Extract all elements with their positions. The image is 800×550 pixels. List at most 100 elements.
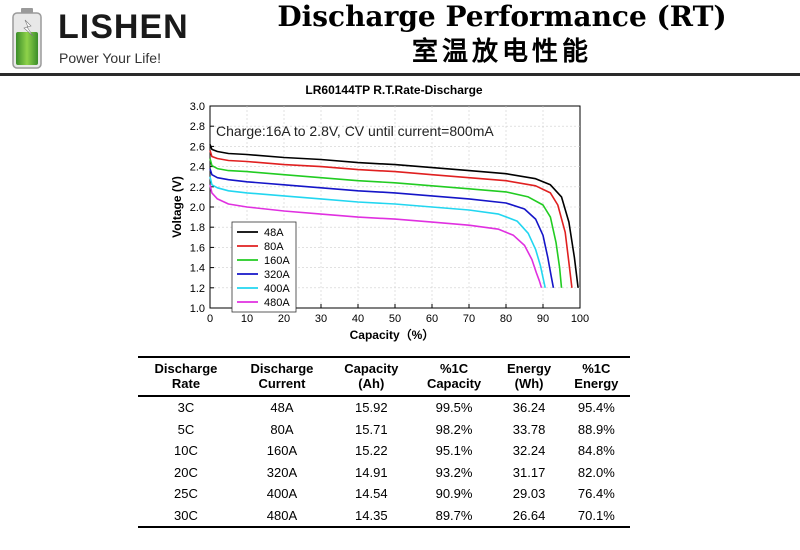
y-tick-label: 2.6: [190, 141, 205, 153]
x-axis-label: Capacity（%）: [350, 327, 435, 342]
table-cell: 15.22: [355, 443, 388, 459]
table-row: 30C 480A 14.35 89.7% 26.64 70.1%: [138, 504, 630, 528]
page-subtitle: 室温放电性能: [411, 37, 592, 67]
legend-box: [231, 221, 297, 313]
series-line-320A: [209, 168, 555, 288]
series-line-400A: [209, 176, 546, 288]
col-header: Capacity (Ah): [329, 356, 413, 397]
y-tick-label: 1.2: [190, 283, 205, 295]
col-header: Discharge Current: [233, 356, 330, 397]
legend-label: 160A: [264, 255, 290, 267]
y-tick-label: 2.4: [190, 162, 205, 174]
table-cell: 25C: [174, 486, 198, 502]
table-cell: 3C: [177, 400, 195, 416]
table-cell: 84.8%: [577, 443, 615, 459]
table-cell: 15.92: [355, 400, 388, 416]
x-tick-label: 100: [571, 313, 589, 325]
series-line-80A: [209, 150, 573, 288]
table-cell: 400A: [266, 486, 298, 502]
x-tick-label: 50: [389, 313, 401, 325]
table-cell: 36.24: [512, 400, 546, 416]
table-cell: 76.4%: [577, 486, 615, 502]
discharge-table: Discharge Rate Discharge Current Capacity(…: [138, 356, 630, 528]
table-cell: 14.35: [329, 504, 413, 528]
y-tick-label: 1.0: [190, 303, 205, 315]
table-cell: 80A: [270, 421, 294, 437]
table-cell: 70.1%: [562, 504, 630, 528]
x-tick-label: 0: [207, 313, 213, 325]
brand-name: LISHEN: [58, 8, 189, 46]
table-cell: 160A: [266, 443, 298, 459]
table-cell: 10C: [174, 443, 198, 459]
battery-icon: [12, 8, 42, 69]
legend-label: 320A: [264, 269, 290, 281]
y-tick-label: 2.2: [190, 182, 205, 194]
table-cell: 15.71: [355, 421, 388, 437]
y-tick-label: 1.4: [190, 263, 205, 275]
series-line-480A: [209, 184, 543, 289]
x-tick-label: 80: [500, 313, 512, 325]
axis-ticks: 0 10 20 30 40 50 60 70 80 90 100 1.0 1.2 1.4 1.6 1.8 2.0…: [190, 101, 589, 325]
table-cell: 320A: [266, 464, 298, 480]
table-cell: 29.03: [512, 486, 546, 502]
table-cell: 99.5%: [435, 400, 473, 416]
series-line-160A: [209, 158, 563, 288]
table-cell: 93.2%: [435, 464, 473, 480]
table-cell: 95.4%: [577, 400, 615, 416]
col-header: %1C Capacity: [412, 356, 496, 397]
table-row: 3C 48A 15.92 99.5% 36.24 95.4%: [138, 396, 630, 419]
y-tick-label: 2.8: [190, 121, 205, 133]
table-header-row: Discharge Rate Discharge Current Capacity(…: [138, 356, 630, 397]
x-tick-label: 40: [352, 313, 364, 325]
col-header: Discharge Rate: [138, 356, 234, 397]
series-line-48A: [209, 144, 579, 288]
table-cell: 88.9%: [577, 421, 615, 437]
table-row: 20C 320A 14.91 93.2% 31.17 82.0%: [138, 462, 630, 484]
x-tick-label: 70: [463, 313, 475, 325]
table-cell: 33.78: [512, 421, 546, 437]
y-tick-label: 1.6: [190, 242, 205, 254]
table-row: 5C 80A 15.71 98.2% 33.78 88.9%: [138, 419, 630, 441]
table-row: 25C 400A 14.54 90.9% 29.03 76.4%: [138, 483, 630, 505]
table-cell: 30C: [138, 504, 234, 528]
x-tick-label: 20: [278, 313, 290, 325]
x-tick-label: 60: [426, 313, 438, 325]
y-axis-label: Voltage (V): [170, 176, 184, 238]
discharge-chart: LR60144TP R.T.Rate-Discharge 0 10 20 30 40 50…: [170, 83, 589, 342]
table-cell: 31.17: [512, 464, 546, 480]
col-header: Energy (Wh): [495, 356, 563, 397]
col-header: %1C Energy: [562, 356, 630, 397]
table-cell: 48A: [270, 400, 294, 416]
chart-annotation: Charge:16A to 2.8V, CV until current=800…: [216, 123, 494, 139]
y-tick-label: 3.0: [190, 101, 205, 113]
chart-title: LR60144TP R.T.Rate-Discharge: [305, 83, 483, 97]
legend-label: 80A: [264, 241, 284, 253]
table-cell: 98.2%: [435, 421, 473, 437]
table-cell: 14.91: [355, 464, 388, 480]
legend-label: 48A: [264, 227, 284, 239]
table-cell: 89.7%: [412, 504, 496, 528]
table-cell: 14.54: [355, 486, 388, 502]
brand-slogan: Power Your Life!: [59, 50, 161, 66]
table-cell: 5C: [177, 421, 195, 437]
table-cell: 26.64: [495, 504, 563, 528]
x-tick-label: 90: [537, 313, 549, 325]
lishen-logo: LISHEN Power Your Life!: [8, 6, 188, 69]
table-cell: 90.9%: [435, 486, 473, 502]
table-cell: 82.0%: [577, 464, 615, 480]
header-rule: [0, 73, 800, 76]
legend: 48A 80A 160A 320A 400A 480A: [231, 221, 297, 313]
series-lines: [209, 144, 579, 289]
table-cell: 20C: [174, 464, 198, 480]
table-row: 10C 160A 15.22 95.1% 32.24 84.8%: [138, 440, 630, 462]
table-cell: 95.1%: [435, 443, 473, 459]
y-tick-label: 2.0: [190, 202, 205, 214]
page-title: Discharge Performance (RT): [277, 0, 727, 33]
table-cell: 480A: [233, 504, 330, 528]
legend-label: 480A: [264, 297, 290, 309]
legend-label: 400A: [264, 283, 290, 295]
x-tick-label: 30: [315, 313, 327, 325]
x-tick-label: 10: [241, 313, 253, 325]
y-tick-label: 1.8: [190, 222, 205, 234]
table-cell: 32.24: [512, 443, 546, 459]
